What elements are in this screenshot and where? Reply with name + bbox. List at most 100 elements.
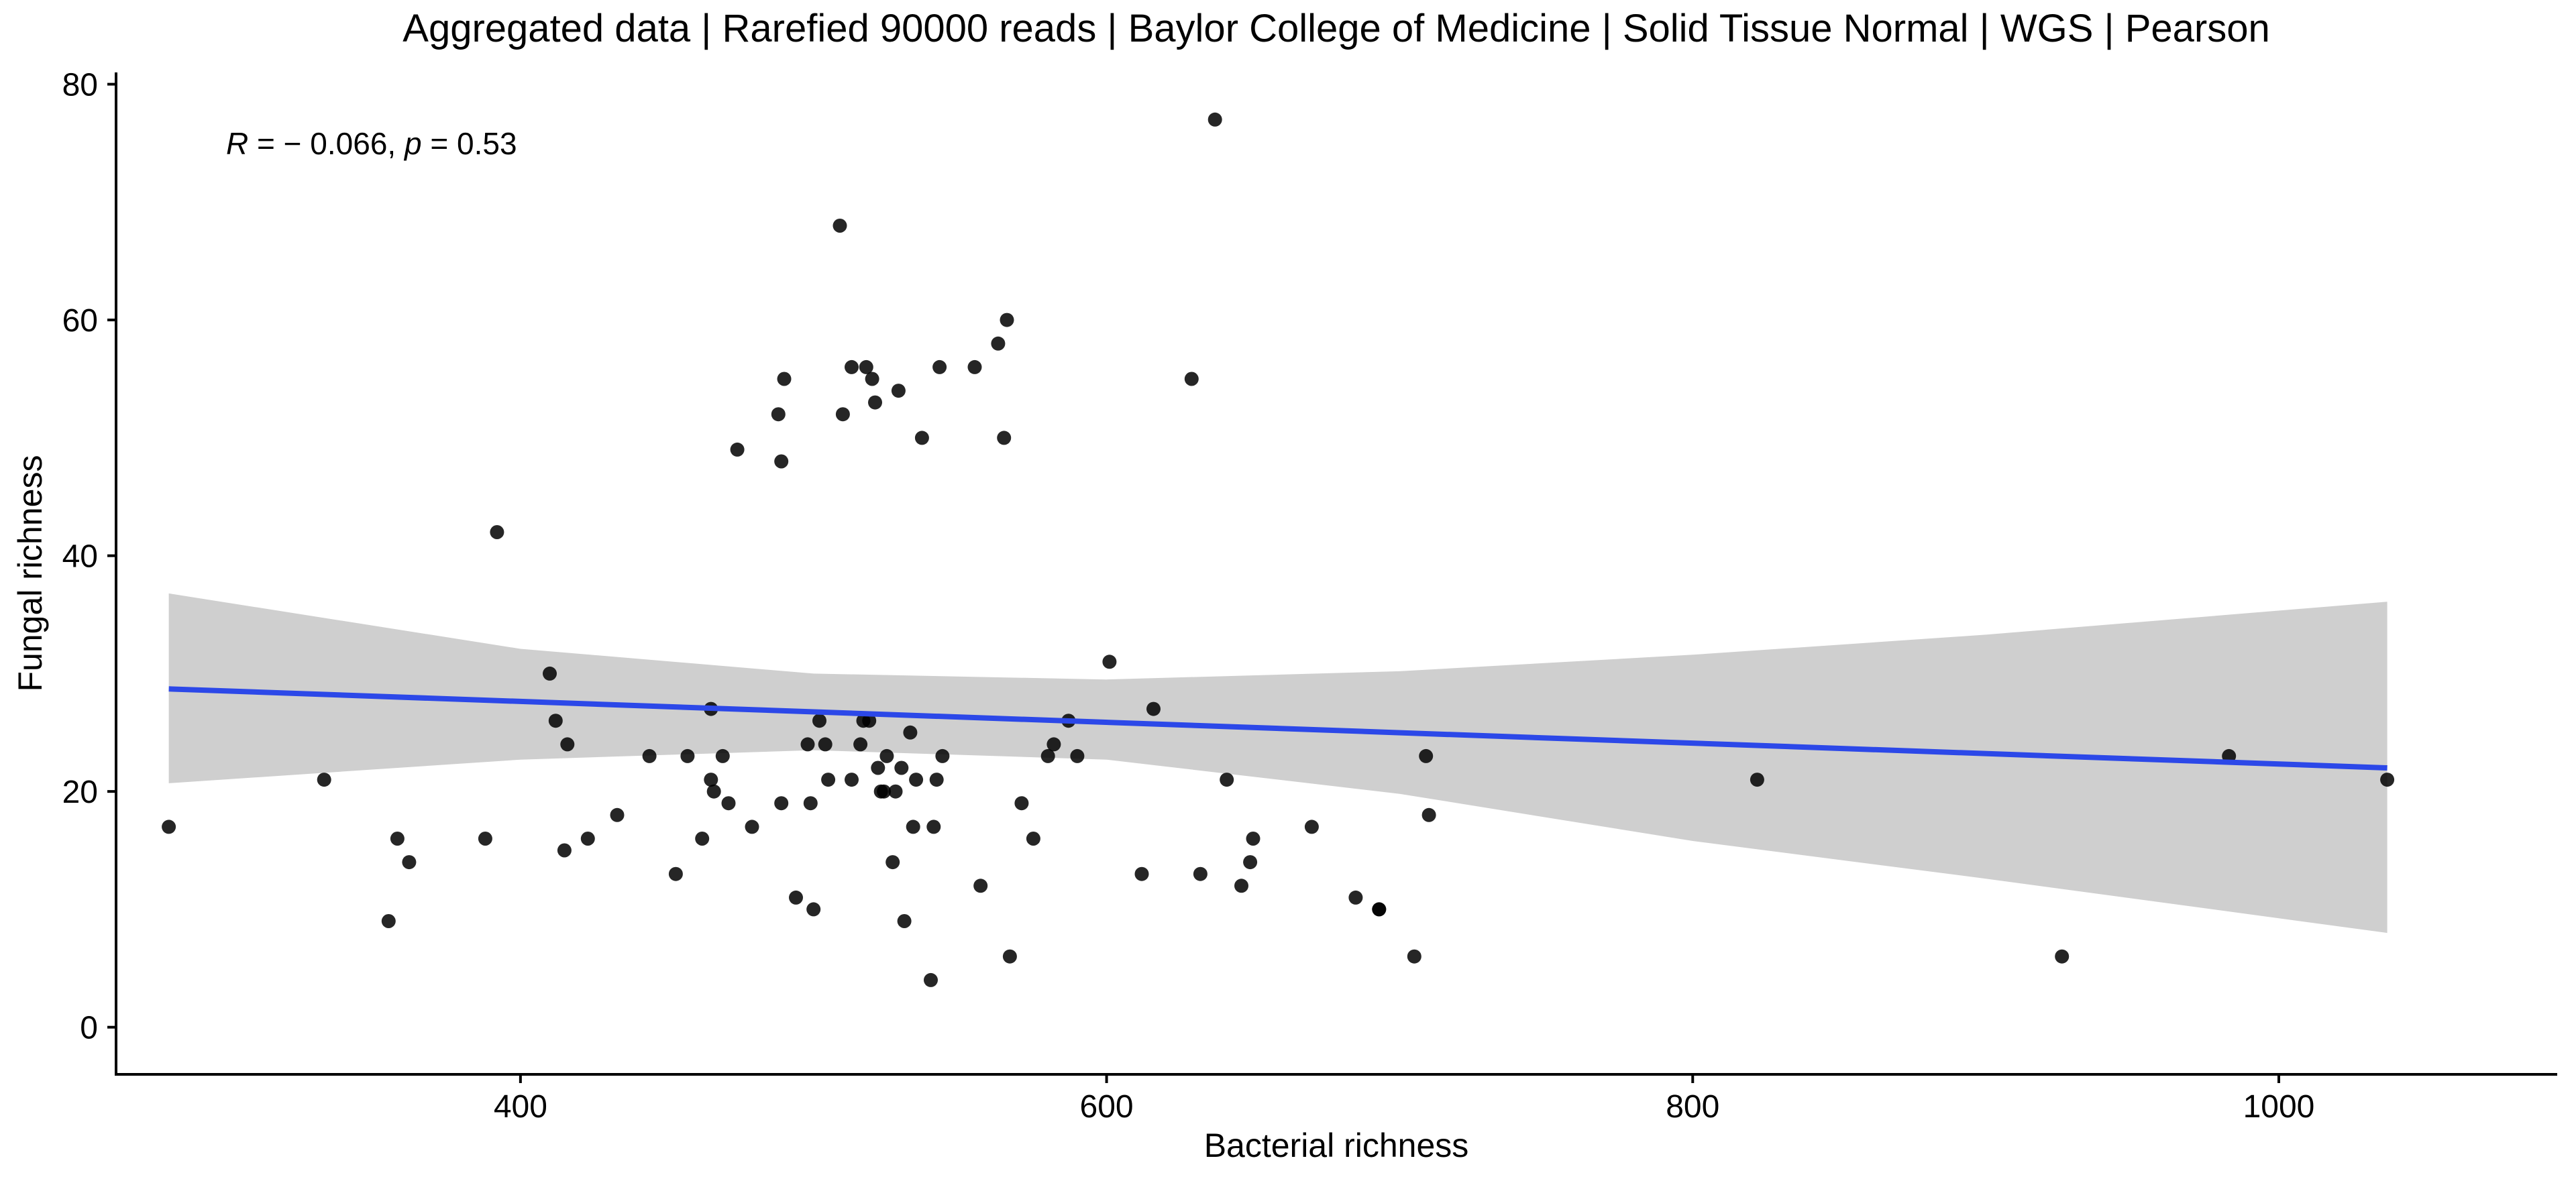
data-point [1102, 655, 1117, 669]
data-point [812, 714, 826, 728]
data-point [800, 737, 815, 752]
data-point [1421, 807, 1436, 822]
data-point [926, 820, 941, 834]
data-point [929, 773, 944, 787]
data-point [390, 832, 405, 846]
data-point [771, 407, 786, 422]
data-point [668, 866, 683, 881]
data-point [1184, 372, 1199, 386]
data-point [1040, 748, 1055, 763]
data-point [1246, 832, 1260, 846]
data-point [2380, 773, 2395, 787]
confidence-band-layer [168, 593, 2387, 934]
data-point [914, 431, 929, 445]
x-tick-label: 600 [1080, 1089, 1134, 1125]
data-point [1026, 832, 1040, 846]
data-point [935, 748, 950, 763]
r-symbol: R [226, 126, 248, 161]
data-point [835, 407, 850, 422]
data-point [721, 796, 736, 811]
data-point [868, 395, 882, 410]
data-point [865, 372, 879, 386]
data-point [774, 454, 789, 469]
data-point [402, 855, 417, 870]
data-point [821, 773, 836, 787]
data-point [680, 748, 695, 763]
data-point [1000, 313, 1014, 327]
data-point [715, 748, 730, 763]
y-tick-label: 40 [62, 539, 98, 575]
data-point [1419, 748, 1434, 763]
data-point [862, 714, 877, 728]
data-point [909, 773, 924, 787]
correlation-annotation: R = − 0.066, p = 0.53 [226, 126, 517, 161]
data-point [859, 359, 873, 374]
chart-title: Aggregated data | Rarefied 90000 reads |… [402, 7, 2269, 50]
data-point [548, 714, 563, 728]
data-point [885, 855, 900, 870]
data-point [580, 832, 595, 846]
y-axis-label: Fungal richness [11, 455, 49, 692]
confidence-band [168, 593, 2387, 934]
data-point [1407, 949, 1421, 964]
data-point [1372, 902, 1387, 917]
data-point [610, 807, 625, 822]
data-point [642, 748, 657, 763]
data-point [381, 914, 396, 928]
data-point [2055, 949, 2070, 964]
data-point [706, 784, 721, 799]
data-point [997, 431, 1012, 445]
fit-line-layer [168, 686, 2387, 771]
data-point [543, 666, 557, 681]
data-point [879, 748, 894, 763]
data-point [162, 820, 176, 834]
data-point [1146, 701, 1161, 716]
data-point [932, 359, 947, 374]
data-point [845, 773, 859, 787]
data-point [903, 725, 918, 740]
r-value: = − 0.066, [248, 126, 405, 161]
data-point [803, 796, 818, 811]
data-point [777, 372, 792, 386]
data-point [557, 843, 572, 858]
data-point [478, 832, 492, 846]
data-point [560, 737, 575, 752]
regression-line [168, 686, 2387, 771]
y-tick-label: 80 [62, 68, 98, 103]
data-point [967, 359, 982, 374]
data-point [894, 760, 909, 775]
data-point [906, 820, 920, 834]
y-tick-label: 60 [62, 303, 98, 339]
data-point [317, 773, 331, 787]
data-point [490, 525, 504, 539]
data-point [871, 760, 885, 775]
data-point [789, 890, 803, 905]
data-point [1070, 748, 1085, 763]
data-point [973, 879, 988, 893]
data-point [745, 820, 759, 834]
data-point [897, 914, 912, 928]
data-point [991, 336, 1006, 351]
x-tick-label: 400 [494, 1089, 547, 1125]
data-point [891, 384, 906, 398]
data-point [1234, 879, 1248, 893]
data-point [1243, 855, 1258, 870]
data-point [1220, 773, 1234, 787]
data-point [853, 737, 868, 752]
p-value: = 0.53 [422, 126, 517, 161]
data-point [730, 442, 745, 457]
data-point [888, 784, 903, 799]
data-point [695, 832, 710, 846]
data-point [845, 359, 859, 374]
x-tick-label: 1000 [2243, 1089, 2315, 1125]
x-axis-ticks: 400 600 800 1000 [494, 1074, 2315, 1125]
data-point [1134, 866, 1149, 881]
data-point [1014, 796, 1029, 811]
x-axis-label: Bacterial richness [1204, 1127, 1469, 1164]
data-point [924, 972, 938, 987]
data-point [1348, 890, 1363, 905]
y-tick-label: 0 [80, 1011, 98, 1046]
data-point [833, 219, 847, 233]
